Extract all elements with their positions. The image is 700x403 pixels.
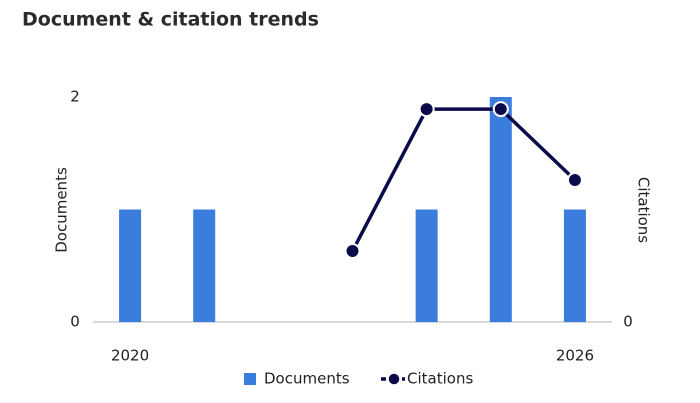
line-marker (418, 101, 435, 118)
legend-label: Citations (407, 370, 473, 388)
chart-title: Document & citation trends (22, 9, 319, 31)
bar (415, 209, 438, 322)
y-axis-label: Documents (53, 167, 71, 253)
line (350, 107, 577, 252)
y-tick-label: 0 (70, 313, 80, 331)
line-marker (492, 101, 509, 118)
legend-swatch (244, 373, 256, 385)
y-tick-label: 2 (70, 88, 80, 106)
bar (119, 209, 142, 322)
line-marker (344, 243, 361, 260)
y2-axis-label: Citations (635, 177, 653, 243)
bar (563, 209, 586, 322)
bar (489, 97, 512, 322)
legend-label: Documents (264, 370, 350, 388)
bar (193, 209, 216, 322)
line-marker (566, 172, 583, 189)
x-tick-label: 2026 (556, 347, 594, 365)
legend-marker (387, 372, 401, 386)
x-tick-label: 2020 (111, 347, 149, 365)
y2-tick-label: 0 (623, 313, 633, 331)
